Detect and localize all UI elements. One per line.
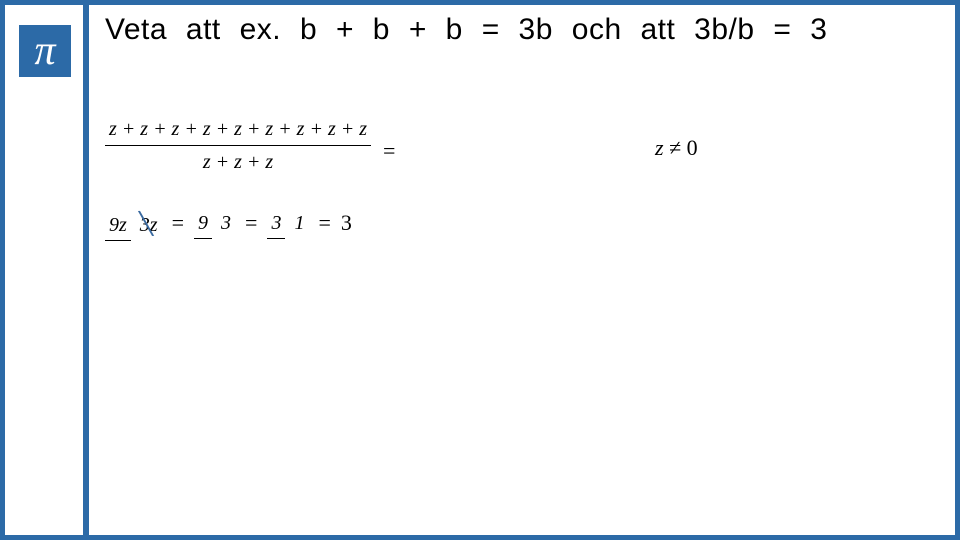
frac3-num: 3 [267,210,285,239]
op3: = [318,210,330,236]
slide: π Veta att ex. b + b + b = 3b och att 3b… [0,0,960,540]
fraction-3-over-1: 3 1 [267,211,308,235]
frac1-num: 9z [105,212,131,241]
side-condition: z ≠ 0 [655,135,698,161]
side-val: 0 [687,135,698,160]
op1: = [172,210,184,236]
equals-sign: = [383,138,395,164]
op2: = [245,210,257,236]
equation-main-fraction: z + z + z + z + z + z + z + z + z z + z … [105,115,935,176]
fraction-main-numerator: z + z + z + z + z + z + z + z + z [105,115,371,146]
result: 3 [341,210,352,236]
equation-simplification: 9z 3z = 9 3 = 3 1 = 3 [105,210,352,237]
fraction-9z-over-3z: 9z 3z [105,210,162,237]
frac2-num: 9 [194,210,212,239]
frac1-den: 3z [136,210,162,238]
fraction-9-over-3: 9 3 [194,211,235,235]
pi-icon: π [19,25,71,77]
slide-title: Veta att ex. b + b + b = 3b och att 3b/b… [105,11,935,49]
side-rel: ≠ [669,135,681,160]
frac2-den: 3 [217,208,235,236]
frac3-den: 1 [290,208,308,236]
fraction-main: z + z + z + z + z + z + z + z + z z + z … [105,115,371,176]
pi-icon-glyph: π [34,27,55,75]
side-var: z [655,135,664,160]
vertical-divider [83,5,89,535]
fraction-main-denominator: z + z + z [105,146,371,176]
